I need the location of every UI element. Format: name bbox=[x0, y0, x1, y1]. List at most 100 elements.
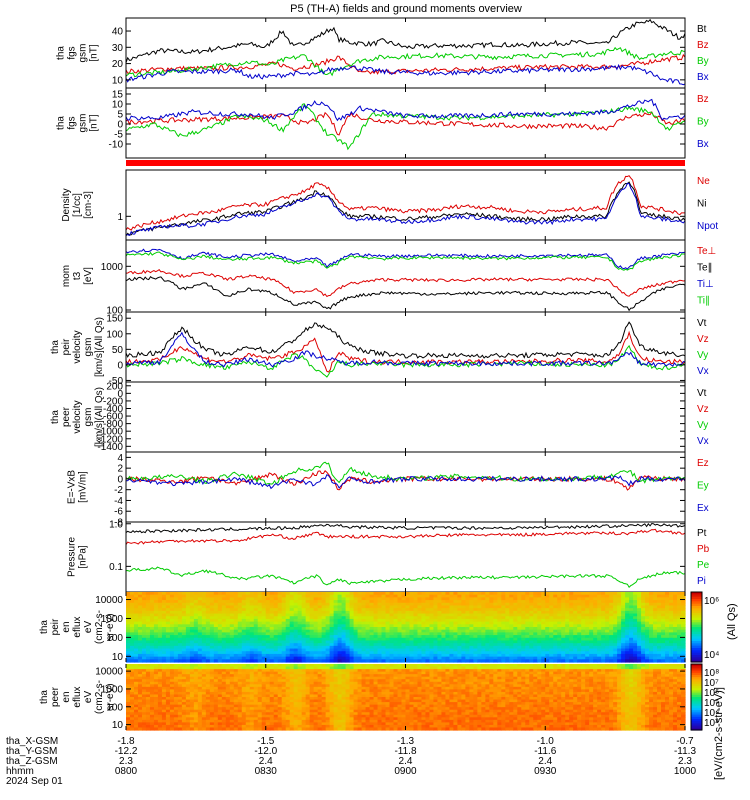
heatmap-cell bbox=[141, 669, 147, 673]
ylabel-line: Density bbox=[61, 188, 72, 221]
heatmap-cell bbox=[317, 645, 323, 650]
heatmap-cell bbox=[597, 600, 602, 604]
heatmap-cell bbox=[425, 602, 431, 607]
heatmap-cell bbox=[177, 640, 183, 644]
ytick-label: -2 bbox=[114, 485, 123, 496]
heatmap-cell bbox=[537, 597, 542, 601]
heatmap-cell bbox=[141, 602, 147, 607]
heatmap-cell bbox=[265, 597, 271, 601]
heatmap-cell bbox=[129, 624, 135, 628]
heatmap-cell bbox=[145, 686, 151, 690]
heatmap-cell bbox=[613, 653, 618, 658]
heatmap-cell bbox=[553, 613, 558, 617]
heatmap-cell bbox=[589, 645, 594, 650]
heatmap-cell bbox=[209, 719, 215, 723]
heatmap-cell bbox=[213, 717, 219, 721]
heatmap-cell bbox=[126, 689, 131, 693]
heatmap-cell bbox=[333, 651, 339, 655]
heatmap-cell bbox=[137, 709, 143, 713]
heatmap-cell bbox=[213, 704, 219, 708]
ytick-label: 50 bbox=[112, 345, 124, 356]
heatmap-cell bbox=[261, 704, 267, 708]
heatmap-cell bbox=[569, 648, 574, 652]
heatmap-cell bbox=[301, 640, 307, 644]
heatmap-cell bbox=[169, 656, 175, 660]
ytick-label: -10 bbox=[109, 140, 124, 151]
heatmap-cell bbox=[353, 624, 359, 628]
heatmap-cell bbox=[261, 635, 267, 639]
panel-frame bbox=[125, 381, 686, 453]
heatmap-cell bbox=[581, 600, 586, 604]
heatmap-cell bbox=[261, 714, 267, 718]
heatmap-cell bbox=[597, 613, 602, 617]
heatmap-cell bbox=[501, 621, 506, 625]
heatmap-cell bbox=[485, 592, 490, 596]
heatmap-cell bbox=[681, 635, 686, 639]
heatmap-cell bbox=[493, 643, 498, 647]
heatmap-cell bbox=[225, 681, 231, 685]
heatmap-cell bbox=[465, 592, 470, 596]
heatmap-cell bbox=[489, 602, 494, 607]
heatmap-cell bbox=[533, 637, 538, 642]
heatmap-cell bbox=[645, 613, 650, 617]
heatmap-cell bbox=[369, 635, 375, 639]
heatmap-cell bbox=[277, 664, 283, 668]
heatmap-cell bbox=[625, 594, 630, 598]
heatmap-cell bbox=[173, 645, 179, 650]
heatmap-cell bbox=[597, 643, 602, 647]
legend-entry: Pe bbox=[697, 560, 710, 571]
heatmap-cell bbox=[385, 659, 391, 663]
heatmap-cell bbox=[621, 608, 626, 612]
heatmap-cell bbox=[269, 635, 275, 639]
heatmap-cell bbox=[189, 608, 195, 612]
heatmap-cell bbox=[377, 643, 383, 647]
heatmap-cell bbox=[641, 624, 646, 628]
heatmap-cell bbox=[137, 656, 143, 660]
heatmap-cell bbox=[533, 629, 538, 633]
heatmap-cell bbox=[137, 712, 143, 716]
heatmap-cell bbox=[269, 632, 275, 636]
heatmap-cell bbox=[545, 627, 550, 631]
heatmap-cell bbox=[341, 605, 347, 609]
heatmap-cell bbox=[549, 640, 554, 644]
heatmap-cell bbox=[169, 722, 175, 726]
heatmap-cell bbox=[137, 637, 143, 642]
heatmap-cell bbox=[365, 602, 371, 607]
heatmap-cell bbox=[205, 681, 211, 685]
heatmap-cell bbox=[181, 686, 187, 690]
heatmap-cell bbox=[337, 640, 343, 644]
heatmap-cell bbox=[297, 597, 303, 601]
heatmap-cell bbox=[145, 702, 151, 706]
heatmap-cell bbox=[249, 719, 255, 723]
heatmap-cell bbox=[537, 648, 542, 652]
heatmap-cell bbox=[653, 632, 658, 636]
heatmap-cell bbox=[205, 691, 211, 696]
heatmap-cell bbox=[397, 629, 403, 633]
heatmap-cell bbox=[509, 640, 514, 644]
heatmap-cell bbox=[617, 627, 622, 631]
heatmap-cell bbox=[485, 597, 490, 601]
heatmap-cell bbox=[149, 624, 155, 628]
heatmap-cell bbox=[661, 605, 666, 609]
heatmap-cell bbox=[457, 608, 462, 612]
heatmap-cell bbox=[585, 600, 590, 604]
heatmap-cell bbox=[269, 624, 275, 628]
heatmap-cell bbox=[217, 704, 223, 708]
heatmap-cell bbox=[433, 653, 439, 658]
heatmap-cell bbox=[493, 648, 498, 652]
heatmap-cell bbox=[301, 602, 307, 607]
heatmap-cell bbox=[561, 608, 566, 612]
heatmap-cell bbox=[393, 632, 399, 636]
heatmap-cell bbox=[249, 592, 255, 596]
heatmap-cell bbox=[277, 643, 283, 647]
heatmap-cell bbox=[385, 632, 391, 636]
heatmap-cell bbox=[213, 592, 219, 596]
heatmap-cell bbox=[169, 717, 175, 721]
heatmap-cell bbox=[629, 656, 634, 660]
heatmap-cell bbox=[433, 613, 439, 617]
heatmap-cell bbox=[601, 648, 606, 652]
heatmap-cell bbox=[201, 597, 207, 601]
heatmap-cell bbox=[241, 635, 247, 639]
heatmap-cell bbox=[493, 651, 498, 655]
heatmap-cell bbox=[557, 651, 562, 655]
